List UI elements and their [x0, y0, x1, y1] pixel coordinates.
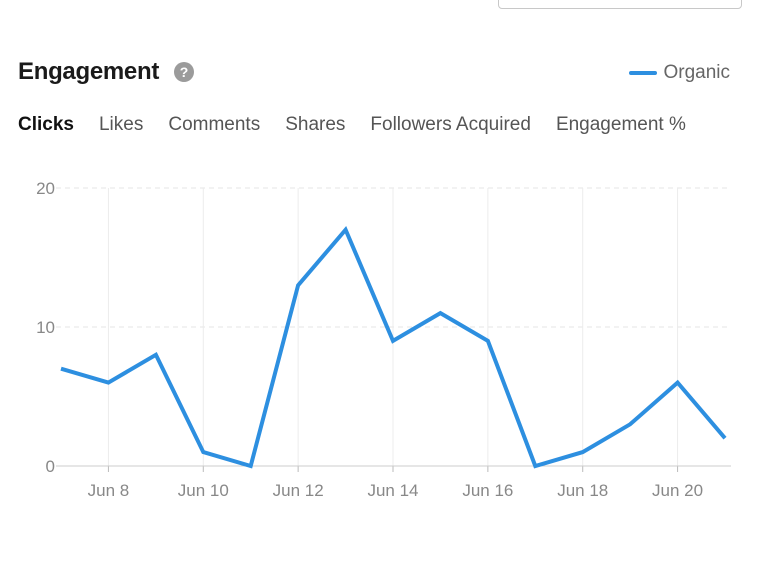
legend-swatch-organic	[629, 71, 658, 75]
engagement-header: Engagement ?	[18, 58, 195, 86]
series-line-organic	[60, 225, 727, 469]
tab-engagement-percent[interactable]: Engagement %	[555, 114, 686, 135]
y-tick-label: 20	[36, 179, 55, 198]
x-tick-label: Jun 12	[273, 481, 324, 500]
legend-label-organic: Organic	[663, 62, 730, 83]
x-tick-label: Jun 8	[88, 481, 130, 500]
chart-legend: Organic	[629, 62, 730, 84]
top-dropdown[interactable]	[498, 0, 742, 9]
x-tick-label: Jun 10	[178, 481, 229, 500]
page-title: Engagement	[18, 58, 160, 85]
y-tick-label: 0	[46, 457, 55, 476]
x-tick-label: Jun 16	[462, 481, 513, 500]
x-tick-label: Jun 18	[557, 481, 608, 500]
tab-likes[interactable]: Likes	[98, 114, 144, 135]
tab-clicks[interactable]: Clicks	[18, 114, 74, 135]
tab-shares[interactable]: Shares	[285, 114, 346, 135]
x-tick-label: Jun 20	[652, 481, 703, 500]
x-tick-label: Jun 14	[367, 481, 418, 500]
tab-followers-acquired[interactable]: Followers Acquired	[370, 114, 531, 135]
metric-tabs: Clicks Likes Comments Shares Followers A…	[18, 114, 686, 136]
y-tick-label: 10	[36, 318, 55, 337]
tab-comments[interactable]: Comments	[168, 114, 261, 135]
help-icon[interactable]: ?	[174, 62, 195, 82]
